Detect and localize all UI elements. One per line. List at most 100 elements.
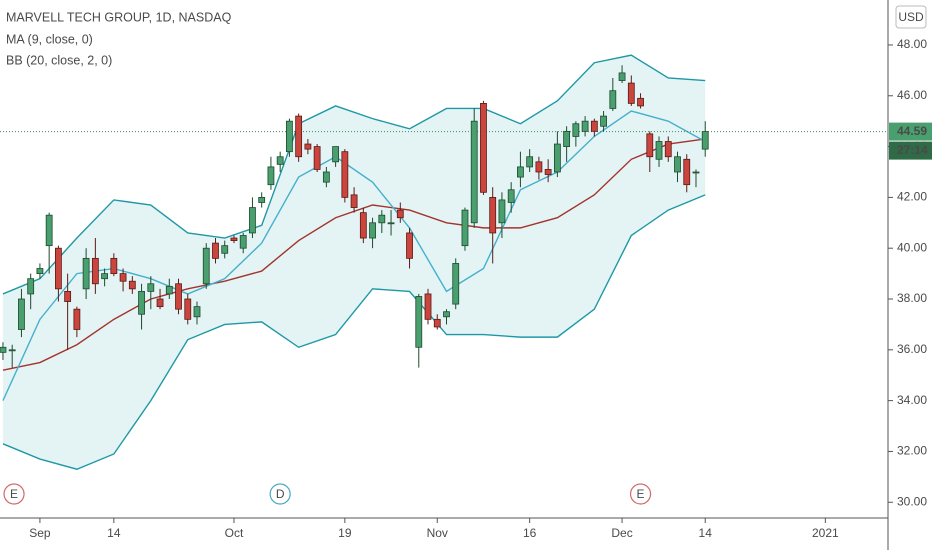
candle-body (73, 308, 81, 330)
candle-body (286, 120, 293, 153)
indicator-line (2, 54, 706, 295)
candle-body (64, 290, 72, 302)
x-tick-label: 19 (338, 526, 352, 540)
candle-body (443, 311, 450, 318)
candle-body (147, 283, 155, 292)
countdown: 27:14 (897, 143, 928, 157)
candle-body (230, 237, 238, 241)
x-tick-label: Dec (611, 526, 632, 540)
candle-body (683, 158, 691, 186)
candle-body (36, 268, 44, 275)
candle-body (655, 141, 663, 160)
candle-body (553, 143, 561, 173)
y-tick-label: 46.00 (897, 88, 927, 102)
candle-body (692, 171, 700, 174)
candle-body (359, 212, 367, 239)
candle-body (664, 141, 672, 158)
candle-body (322, 171, 330, 183)
candle-body (507, 189, 515, 203)
candle-body (433, 318, 441, 328)
indicator-line (2, 110, 706, 401)
candle-body (91, 257, 99, 285)
event-label: D (276, 487, 285, 501)
x-tick-label: Nov (427, 526, 448, 540)
candle-body (221, 245, 229, 254)
event-marker[interactable] (3, 483, 25, 505)
event-label: E (10, 487, 18, 501)
last-price-label: 44.59 (897, 124, 927, 138)
y-tick-label: 32.00 (897, 444, 927, 458)
candle-body (396, 209, 404, 219)
candle-body (489, 196, 497, 234)
candle-body (18, 298, 25, 330)
candle-body (544, 169, 552, 175)
countdown-box (889, 141, 932, 160)
candle-body (563, 130, 571, 147)
candle-body (526, 156, 534, 168)
candle-body (193, 306, 201, 318)
y-tick-label: 34.00 (897, 393, 927, 407)
candle-body (8, 349, 16, 352)
candle-body (184, 298, 192, 320)
candle-body (239, 235, 247, 249)
candle-body (424, 293, 432, 320)
event-label: E (637, 487, 645, 501)
candle-body (572, 123, 580, 137)
candle-body (138, 290, 145, 315)
event-marker[interactable] (269, 483, 291, 505)
candle-body (27, 278, 35, 295)
currency: USD (898, 10, 924, 24)
candle-body (156, 298, 164, 308)
y-tick-label: 48.00 (897, 37, 927, 51)
x-tick-label: 2021 (812, 526, 839, 540)
candle-body (332, 146, 340, 163)
candle-body (674, 156, 681, 173)
chart-title: MARVELL TECH GROUP, 1D, NASDAQ (6, 10, 232, 24)
candle-body (128, 280, 136, 290)
candle-body (581, 120, 589, 132)
candle-body (600, 115, 607, 127)
candle-body (175, 283, 182, 310)
candle-body (0, 346, 7, 353)
x-tick-label: Oct (225, 526, 244, 540)
y-tick-label: 40.00 (897, 240, 927, 254)
candle-body (461, 209, 469, 247)
candle-body (590, 120, 598, 132)
indicator-line (2, 194, 706, 470)
candle-body (212, 242, 219, 259)
candle-body (618, 72, 626, 81)
candle-body (165, 285, 173, 295)
candle-body (110, 257, 118, 275)
candle-body (369, 222, 376, 239)
candle-body (54, 247, 62, 290)
candle-body (701, 131, 709, 150)
candle-body (452, 263, 460, 305)
candle-body (517, 166, 524, 178)
y-tick-label: 38.00 (897, 291, 927, 305)
indicator-label: MA (9, close, 0) (6, 32, 93, 46)
candle-body (480, 102, 487, 193)
plot-area (0, 54, 888, 470)
candle-body (45, 214, 53, 247)
event-marker[interactable] (629, 483, 652, 505)
candle-body (304, 143, 312, 150)
candle-body (627, 82, 635, 104)
currency-box[interactable] (895, 5, 927, 29)
candle-body (119, 273, 127, 282)
x-tick-label: 14 (107, 526, 121, 540)
candle-body (406, 232, 413, 259)
y-tick-label: 30.00 (897, 494, 927, 508)
candle-body (646, 133, 654, 158)
x-tick-label: 16 (523, 526, 537, 540)
candle-body (341, 151, 349, 198)
candle-body (470, 120, 478, 224)
candle-body (637, 97, 644, 107)
y-tick-label: 42.00 (897, 190, 927, 204)
y-tick-label: 36.00 (897, 342, 927, 356)
x-tick-label: 14 (699, 526, 713, 540)
candle-body (387, 222, 395, 225)
candle-body (82, 257, 90, 290)
candle-body (202, 247, 210, 285)
candle-body (258, 196, 266, 203)
